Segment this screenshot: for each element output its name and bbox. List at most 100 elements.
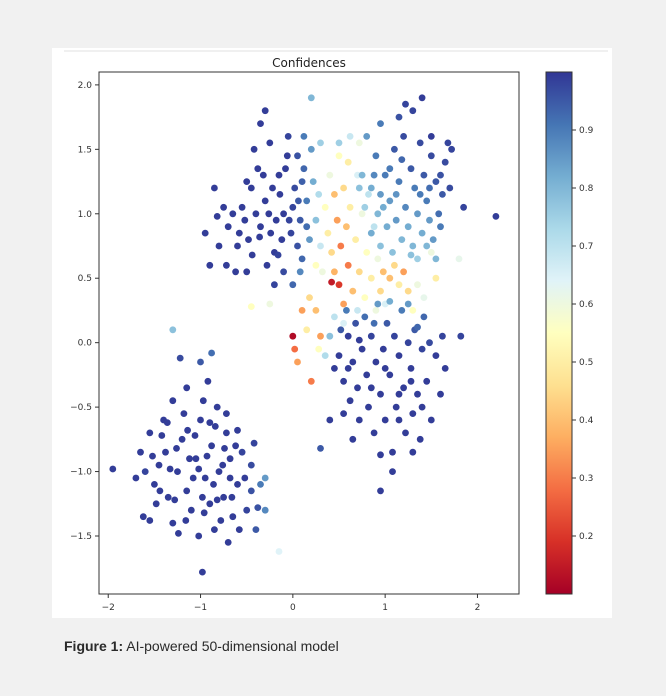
scatter-point xyxy=(211,423,219,430)
scatter-point xyxy=(289,281,297,289)
scatter-point xyxy=(269,184,276,192)
scatter-point xyxy=(312,307,320,314)
scatter-point xyxy=(267,229,275,237)
scatter-point xyxy=(247,461,255,469)
scatter-point xyxy=(197,358,204,366)
scatter-point xyxy=(374,210,382,218)
scatter-point xyxy=(392,191,400,198)
scatter-point xyxy=(200,509,208,517)
scatter-point xyxy=(427,249,435,256)
scatter-point xyxy=(355,336,363,344)
scatter-point xyxy=(164,493,172,501)
scatter-point xyxy=(367,384,375,392)
scatter-point xyxy=(315,191,323,198)
scatter-point xyxy=(256,233,263,241)
colorbar-tick-label: 0.8 xyxy=(579,184,594,194)
scatter-point xyxy=(335,152,343,160)
scatter-point xyxy=(247,487,255,495)
scatter-point xyxy=(326,332,334,340)
scatter-point xyxy=(343,223,350,231)
scatter-point xyxy=(294,358,301,366)
scatter-point xyxy=(398,156,406,164)
scatter-point xyxy=(199,397,207,405)
scatter-point xyxy=(229,210,237,218)
scatter-point xyxy=(409,307,417,314)
scatter-point xyxy=(141,468,149,475)
scatter-point xyxy=(404,300,412,308)
y-tick-label: 0.5 xyxy=(78,274,92,284)
scatter-point xyxy=(398,236,406,244)
scatter-point xyxy=(208,442,216,450)
scatter-point xyxy=(298,255,306,263)
scatter-point xyxy=(439,191,446,198)
scatter-point xyxy=(418,345,426,353)
scatter-point xyxy=(232,268,240,276)
scatter-point xyxy=(331,365,338,372)
scatter-point xyxy=(426,184,433,192)
scatter-point xyxy=(383,319,391,327)
scatter-point xyxy=(414,210,421,218)
scatter-point xyxy=(363,249,371,256)
scatter-point xyxy=(427,152,435,160)
scatter-point xyxy=(284,133,292,140)
scatter-point xyxy=(340,410,347,417)
scatter-point xyxy=(328,278,335,286)
scatter-point xyxy=(213,496,221,504)
scatter-point xyxy=(400,268,407,276)
scatter-point xyxy=(235,229,243,237)
scatter-point xyxy=(372,307,380,314)
scatter-point xyxy=(189,474,197,482)
scatter-point xyxy=(152,500,160,508)
scatter-point xyxy=(432,274,440,282)
scatter-point xyxy=(183,487,191,495)
scatter-point xyxy=(395,281,403,289)
scatter-point xyxy=(201,474,209,482)
scatter-point xyxy=(265,210,273,218)
scatter-point xyxy=(344,365,352,372)
scatter-point xyxy=(379,268,387,276)
scatter-point xyxy=(437,223,444,231)
scatter-point xyxy=(234,242,241,250)
scatter-point xyxy=(414,281,421,289)
scatter-point xyxy=(215,242,223,250)
scatter-point xyxy=(206,261,214,269)
scatter-point xyxy=(261,197,269,205)
scatter-point xyxy=(404,223,412,231)
scatter-point xyxy=(321,352,329,359)
scatter-point xyxy=(303,197,311,205)
scatter-point xyxy=(331,191,338,198)
scatter-point xyxy=(333,216,341,224)
scatter-point xyxy=(312,261,320,269)
scatter-point xyxy=(441,365,449,372)
scatter-point xyxy=(184,426,192,434)
scatter-point xyxy=(416,435,424,443)
scatter-point xyxy=(226,474,234,482)
y-tick-label: −1.0 xyxy=(70,468,92,478)
scatter-point xyxy=(294,152,301,160)
scatter-point xyxy=(219,461,227,469)
scatter-point xyxy=(238,203,246,211)
scatter-point xyxy=(414,323,421,331)
scatter-point xyxy=(407,377,415,385)
scatter-point xyxy=(335,139,343,147)
scatter-point xyxy=(221,445,228,452)
scatter-point xyxy=(379,345,387,353)
scatter-point xyxy=(346,203,354,211)
scatter-point xyxy=(402,429,409,437)
scatter-point xyxy=(409,242,417,250)
scatter-point xyxy=(275,171,283,179)
scatter-point xyxy=(432,255,440,263)
scatter-point xyxy=(389,249,396,256)
scatter-point xyxy=(280,268,287,276)
scatter-point xyxy=(340,184,347,192)
scatter-point xyxy=(199,493,206,501)
scatter-point xyxy=(344,332,352,340)
scatter-point xyxy=(223,261,230,269)
scatter-point xyxy=(266,300,274,308)
scatter-point xyxy=(243,178,251,186)
scatter-point xyxy=(169,397,177,405)
scatter-point xyxy=(247,303,255,310)
scatter-point xyxy=(363,371,371,379)
scatter-point xyxy=(409,410,417,417)
scatter-point xyxy=(243,268,251,276)
